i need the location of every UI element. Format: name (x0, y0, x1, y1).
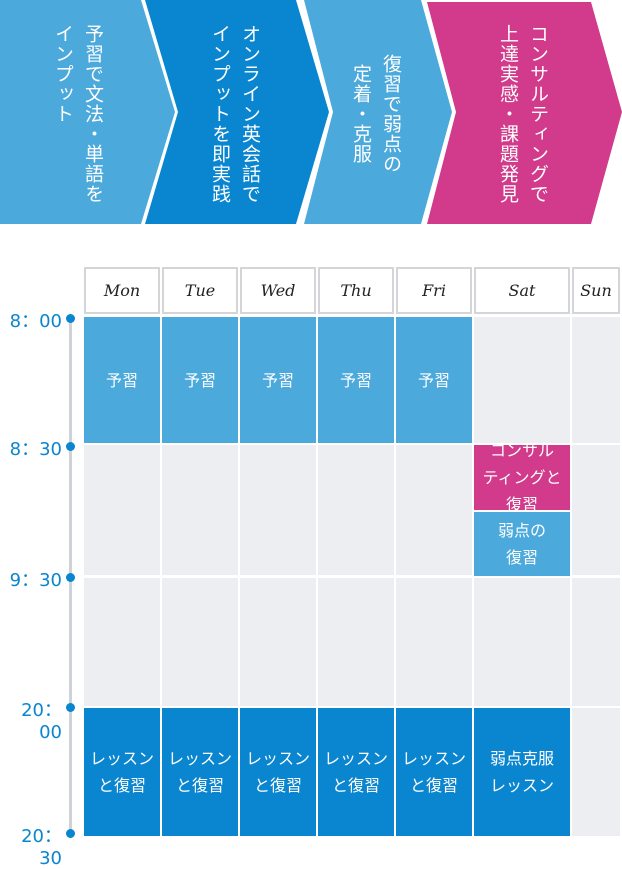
empty-slot (84, 578, 160, 706)
empty-slot (84, 445, 160, 575)
schedule-block-lesson: レッスン と復習 (240, 708, 316, 836)
day-header-tue: Tue (162, 267, 238, 314)
time-label: 8：00 (9, 311, 62, 332)
step-arrow-2 (145, 0, 329, 224)
empty-slot (396, 445, 472, 575)
time-label: 8：30 (9, 439, 62, 460)
day-header-sun: Sun (572, 267, 620, 314)
step-arrow-4 (427, 2, 622, 224)
schedule-block-consulting: コンサル ティングと 復習 (474, 441, 570, 514)
step-3-text: 復習で弱点の 定着・克服 (350, 54, 402, 174)
empty-slot (572, 578, 620, 706)
schedule-block-lesson: レッスン と復習 (396, 708, 472, 836)
step-arrow-1 (0, 0, 175, 224)
empty-slot (162, 578, 238, 706)
step-2-text: オンライン英会話で インプットを即実践 (209, 24, 261, 204)
time-dot (66, 829, 75, 838)
empty-slot (572, 445, 620, 575)
day-header-sat: Sat (474, 267, 570, 314)
time-dot (66, 703, 75, 712)
day-header-thu: Thu (318, 267, 394, 314)
day-header-fri: Fri (396, 267, 472, 314)
schedule-block-preview: 予習 (162, 317, 238, 443)
empty-slot (240, 445, 316, 575)
empty-slot (240, 578, 316, 706)
step-arrow-3 (304, 0, 452, 224)
time-label: 20：30 (21, 826, 62, 869)
empty-slot (474, 578, 570, 706)
time-dot (66, 573, 75, 582)
schedule-block-preview: 予習 (318, 317, 394, 443)
step-flow: 予習で文法・単語を インプット オンライン英会話で インプットを即実践 復習で弱点の… (0, 0, 622, 226)
time-label: 20：00 (21, 700, 62, 743)
empty-slot (474, 317, 570, 443)
schedule-block-preview: 予習 (84, 317, 160, 443)
time-dot (66, 442, 75, 451)
schedule-block-lesson: 弱点克服 レッスン (474, 708, 570, 836)
schedule-block-preview: 予習 (240, 317, 316, 443)
schedule-block-lesson: レッスン と復習 (84, 708, 160, 836)
empty-slot (572, 708, 620, 836)
step-1-text: 予習で文法・単語を インプット (52, 24, 104, 204)
empty-slot (318, 578, 394, 706)
empty-slot (396, 578, 472, 706)
schedule-block-review: 弱点の 復習 (474, 512, 570, 576)
empty-slot (162, 445, 238, 575)
empty-slot (318, 445, 394, 575)
schedule-block-lesson: レッスン と復習 (162, 708, 238, 836)
schedule-block-preview: 予習 (396, 317, 472, 443)
step-4-text: コンサルティングで 上達実感・課題発見 (497, 24, 549, 204)
schedule-block-lesson: レッスン と復習 (318, 708, 394, 836)
day-header-mon: Mon (84, 267, 160, 314)
time-dot (66, 314, 75, 323)
time-label: 9：30 (9, 570, 62, 591)
empty-slot (572, 317, 620, 443)
day-header-wed: Wed (240, 267, 316, 314)
